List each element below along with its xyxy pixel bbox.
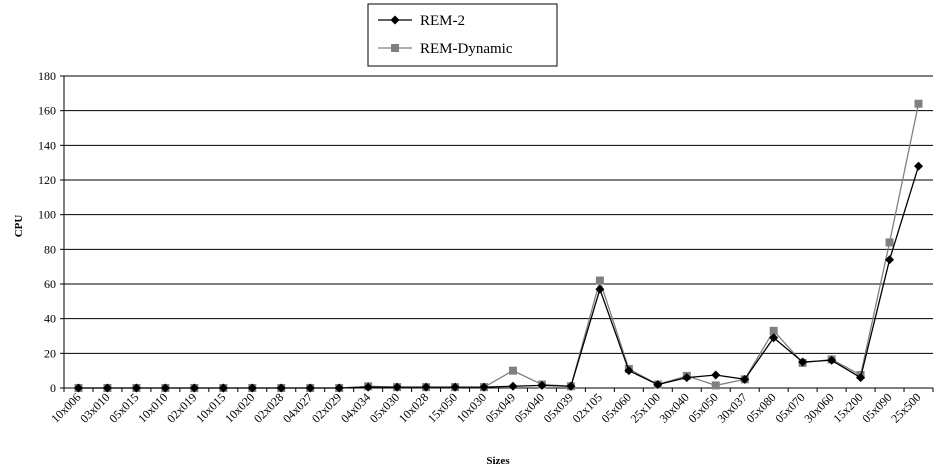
data-point-rem-2 <box>653 380 663 390</box>
data-point-rem-2 <box>508 381 518 391</box>
data-point-rem-dynamic <box>508 366 517 375</box>
x-tick-label-15x050: 15x050 <box>425 390 460 425</box>
x-tick-label-10x006: 10x006 <box>48 390 83 425</box>
x-axis-title: Sizes <box>486 455 510 467</box>
legend-label-rem-2: REM-2 <box>420 13 465 29</box>
x-tick-label-10x010: 10x010 <box>135 390 170 425</box>
data-point-rem-2 <box>595 284 605 294</box>
data-point-rem-2 <box>827 355 837 365</box>
x-tick-label-30x040: 30x040 <box>657 390 692 425</box>
x-tick-label-02x105: 02x105 <box>570 390 605 425</box>
y-tick-label: 160 <box>38 104 56 118</box>
x-tick-label-15x200: 15x200 <box>830 390 865 425</box>
data-point-rem-dynamic <box>711 381 720 390</box>
series-layer <box>73 99 924 393</box>
axes <box>60 75 934 392</box>
data-point-rem-dynamic <box>769 326 778 335</box>
x-tick-label-10x020: 10x020 <box>222 390 257 425</box>
x-tick-label-05x030: 05x030 <box>367 390 402 425</box>
x-tick-label-02x028: 02x028 <box>251 390 286 425</box>
data-point-rem-2 <box>450 382 460 392</box>
x-tick-label-05x070: 05x070 <box>772 390 807 425</box>
data-point-rem-2 <box>247 383 257 393</box>
data-point-rem-2 <box>334 383 344 393</box>
data-point-rem-2 <box>798 357 808 367</box>
x-tick-label-25x500: 25x500 <box>888 390 923 425</box>
y-tick-label: 60 <box>44 277 56 291</box>
data-point-rem-2 <box>682 373 692 383</box>
x-tick-label-05x050: 05x050 <box>686 390 721 425</box>
x-tick-label-03x010: 03x010 <box>77 390 112 425</box>
y-tick-label: 80 <box>44 242 56 256</box>
legend-label-rem-dynamic: REM-Dynamic <box>420 41 513 57</box>
series-line-rem-dynamic <box>78 103 920 389</box>
x-tick-label-25x100: 25x100 <box>628 390 663 425</box>
data-point-rem-2 <box>363 382 373 392</box>
data-point-rem-dynamic <box>885 238 894 247</box>
data-point-rem-2 <box>856 373 866 383</box>
y-tick-label: 0 <box>50 381 56 395</box>
series-line-rem-2 <box>78 165 920 389</box>
data-point-rem-2 <box>102 383 112 393</box>
x-tick-label-05x015: 05x015 <box>106 390 141 425</box>
x-tick-label-04x034: 04x034 <box>338 390 373 425</box>
data-point-rem-2 <box>479 382 489 392</box>
x-tick-label-04x027: 04x027 <box>280 390 315 425</box>
y-tick-label: 40 <box>44 312 56 326</box>
data-point-rem-2 <box>624 366 634 376</box>
data-point-rem-2 <box>73 383 83 393</box>
x-tick-label-10x015: 10x015 <box>193 390 228 425</box>
x-tick-label-05x049: 05x049 <box>483 390 518 425</box>
x-tick-label-10x028: 10x028 <box>396 390 431 425</box>
data-point-rem-2 <box>769 333 779 343</box>
y-axis-title: CPU <box>13 215 25 238</box>
data-point-rem-2 <box>276 383 286 393</box>
x-tick-label-02x019: 02x019 <box>164 390 199 425</box>
gridlines <box>64 75 933 354</box>
legend-marker-rem-2 <box>390 15 400 25</box>
x-tick-label-30x037: 30x037 <box>714 390 749 425</box>
data-point-rem-dynamic <box>595 276 604 285</box>
y-tick-label: 20 <box>44 346 56 360</box>
legend: REM-2 REM-Dynamic <box>367 3 558 67</box>
data-point-rem-2 <box>218 383 228 393</box>
y-tick-labels: 0 20 40 60 80 100 120 140 160 180 <box>38 69 56 395</box>
data-point-rem-2 <box>566 381 576 391</box>
x-tick-label-02x029: 02x029 <box>309 390 344 425</box>
data-point-rem-2 <box>160 383 170 393</box>
data-point-rem-2 <box>392 382 402 392</box>
x-tick-label-05x090: 05x090 <box>859 390 894 425</box>
x-tick-label-05x060: 05x060 <box>599 390 634 425</box>
data-point-rem-dynamic <box>914 99 923 108</box>
legend-marker-rem-dynamic <box>391 44 399 52</box>
x-tick-label-05x040: 05x040 <box>512 390 547 425</box>
x-tick-label-30x060: 30x060 <box>801 390 836 425</box>
data-point-rem-2 <box>421 382 431 392</box>
legend-box <box>367 3 558 67</box>
y-tick-label: 140 <box>38 138 56 152</box>
y-tick-label: 120 <box>38 173 56 187</box>
y-tick-label: 100 <box>38 208 56 222</box>
data-point-rem-2 <box>914 161 924 171</box>
data-point-rem-2 <box>131 383 141 393</box>
x-tick-label-05x039: 05x039 <box>541 390 576 425</box>
x-tick-label-05x080: 05x080 <box>743 390 778 425</box>
data-point-rem-2 <box>305 383 315 393</box>
data-point-rem-2 <box>740 374 750 384</box>
x-tick-label-10x030: 10x030 <box>454 390 489 425</box>
data-point-rem-2 <box>189 383 199 393</box>
x-tick-labels: 10x00603x01005x01510x01002x01910x01510x0… <box>48 390 923 425</box>
data-point-rem-2 <box>711 370 721 380</box>
data-point-rem-2 <box>537 380 547 390</box>
data-point-rem-2 <box>885 255 895 265</box>
y-tick-label: 180 <box>38 69 56 83</box>
